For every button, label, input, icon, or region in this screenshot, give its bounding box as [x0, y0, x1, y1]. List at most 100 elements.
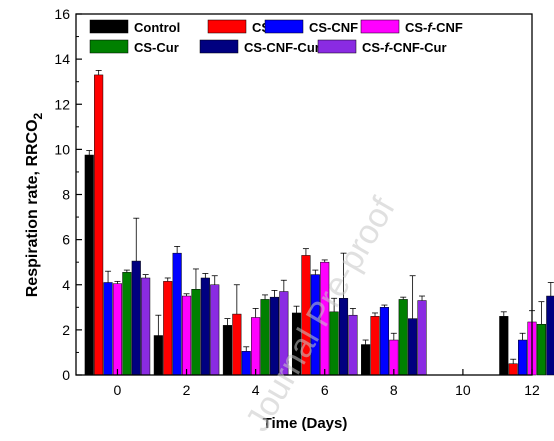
error-bar: [538, 301, 545, 325]
bar-cs-f-cnf-day-2: [181, 295, 192, 376]
error-bar: [86, 150, 93, 156]
y-tick-label: 16: [54, 6, 70, 22]
error-bar: [262, 294, 269, 300]
y-tick-label: 14: [54, 51, 70, 67]
error-bar: [233, 284, 240, 315]
bar-cs-cnf-cur-day-0: [131, 260, 141, 376]
legend-label: Control: [134, 20, 180, 35]
legend-swatch: [89, 19, 129, 34]
error-bar: [174, 245, 181, 254]
legend-label: CS-Cur: [134, 40, 179, 55]
error-bar: [321, 259, 328, 263]
error-bar: [331, 297, 338, 312]
legend-entry-cs: CS: [207, 19, 270, 35]
y-tick-label: 10: [54, 141, 70, 157]
bar-cs-day-4: [232, 313, 242, 376]
error-bar: [400, 296, 407, 300]
error-bar: [500, 311, 507, 317]
axes: 0 2 4 6 8 10 12 0 2 4 6 8 10 12 14 16: [54, 6, 540, 398]
bar-cs-cnf-day-0: [103, 282, 113, 376]
x-tick-label: 4: [252, 382, 260, 398]
x-tick-label: 8: [390, 382, 398, 398]
error-bar: [340, 252, 347, 299]
y-axis-label-subscript: 2: [31, 112, 45, 119]
error-bar: [211, 275, 218, 285]
error-bar: [133, 217, 140, 262]
bar-control-day-0: [84, 154, 94, 376]
legend-entry-cs-cnf-cur: CS-CNF-Cur: [199, 39, 320, 55]
error-bar: [95, 70, 102, 75]
y-tick-label: 0: [62, 367, 70, 383]
bar-cs-f-cnf-day-4: [251, 317, 261, 376]
bar-cs-cnf-day-12: [518, 339, 528, 376]
error-bar: [409, 275, 416, 319]
bar-control-day-8: [361, 344, 371, 376]
error-bar: [243, 346, 250, 352]
bar-cs-cur-day-0: [122, 272, 132, 376]
bar-control-day-4: [222, 325, 232, 376]
error-bar: [293, 305, 300, 313]
legend-label: CS-CNF: [309, 20, 358, 35]
bar-cs-cur-day-4: [260, 299, 270, 376]
bar-cs-cnf-cur-day-2: [200, 277, 210, 376]
error-bar: [114, 280, 121, 284]
x-axis-label: Time (Days): [263, 415, 348, 432]
legend-label: CS-f-CNF: [405, 20, 463, 35]
bar-cs-day-2: [163, 281, 173, 376]
error-bar: [519, 332, 526, 341]
y-tick-label: 8: [62, 187, 70, 203]
bar-cs-cur-day-2: [191, 289, 201, 376]
error-bar: [390, 332, 397, 341]
legend: Control CS CS-CNF CS-f-CNF CS-Cur CS-CNF-Cur C…: [89, 19, 463, 55]
legend-entry-cs-f-cnf: CS-f-CNF: [360, 19, 463, 35]
bar-cs-f-cnf-cur-day-2: [210, 284, 220, 376]
error-bar: [105, 270, 112, 283]
bars: [84, 70, 554, 376]
error-bar: [155, 314, 162, 336]
y-tick-label: 4: [62, 277, 70, 293]
bar-cs-cnf-day-8: [379, 307, 389, 376]
bar-cs-cur-day-8: [398, 299, 408, 376]
legend-swatch: [199, 39, 239, 54]
legend-entry-control: Control: [89, 19, 180, 35]
bar-cs-day-12: [508, 363, 518, 376]
x-tick-label: 12: [524, 382, 540, 398]
legend-label: CS-CNF-Cur: [244, 40, 320, 55]
bar-cs-cnf-cur-day-8: [408, 318, 418, 376]
error-bar: [280, 279, 287, 292]
x-tick-label: 10: [455, 382, 471, 398]
x-tick-label: 6: [321, 382, 329, 398]
bar-cs-cnf-day-2: [172, 252, 182, 376]
error-bar: [381, 304, 388, 308]
bar-control-day-12: [499, 316, 509, 376]
y-tick-label: 12: [54, 96, 70, 112]
error-bar: [510, 358, 517, 364]
bar-cs-cnf-day-4: [241, 351, 251, 376]
legend-entry-cs-cnf: CS-CNF: [264, 19, 358, 35]
bar-cs-f-cnf-cur-day-6: [348, 314, 358, 376]
bar-cs-day-8: [370, 316, 380, 376]
error-bar: [547, 282, 554, 297]
x-tick-label: 2: [183, 382, 191, 398]
y-axis-label-main: Respiration rate, RRCO: [24, 119, 41, 297]
bar-cs-f-cnf-cur-day-8: [417, 300, 427, 376]
legend-swatch: [360, 19, 400, 34]
legend-entry-cs-f-cnf-cur: CS-f-CNF-Cur: [317, 39, 447, 55]
bar-control-day-2: [153, 335, 163, 376]
error-bar: [142, 274, 149, 278]
x-tick-label: 0: [114, 382, 122, 398]
legend-swatch: [264, 19, 304, 34]
bar-cs-cnf-cur-day-12: [546, 295, 554, 376]
y-tick-label: 6: [62, 232, 70, 248]
bar-cs-f-cnf-day-0: [112, 283, 123, 376]
y-tick-label: 2: [62, 322, 70, 338]
error-bar: [349, 308, 356, 316]
error-bar: [164, 277, 171, 282]
legend-entry-cs-cur: CS-Cur: [89, 39, 179, 55]
error-bar: [419, 295, 426, 301]
error-bar: [271, 289, 278, 298]
bar-cs-cur-day-12: [536, 323, 546, 376]
error-bar: [192, 268, 199, 290]
error-bar: [123, 269, 130, 273]
